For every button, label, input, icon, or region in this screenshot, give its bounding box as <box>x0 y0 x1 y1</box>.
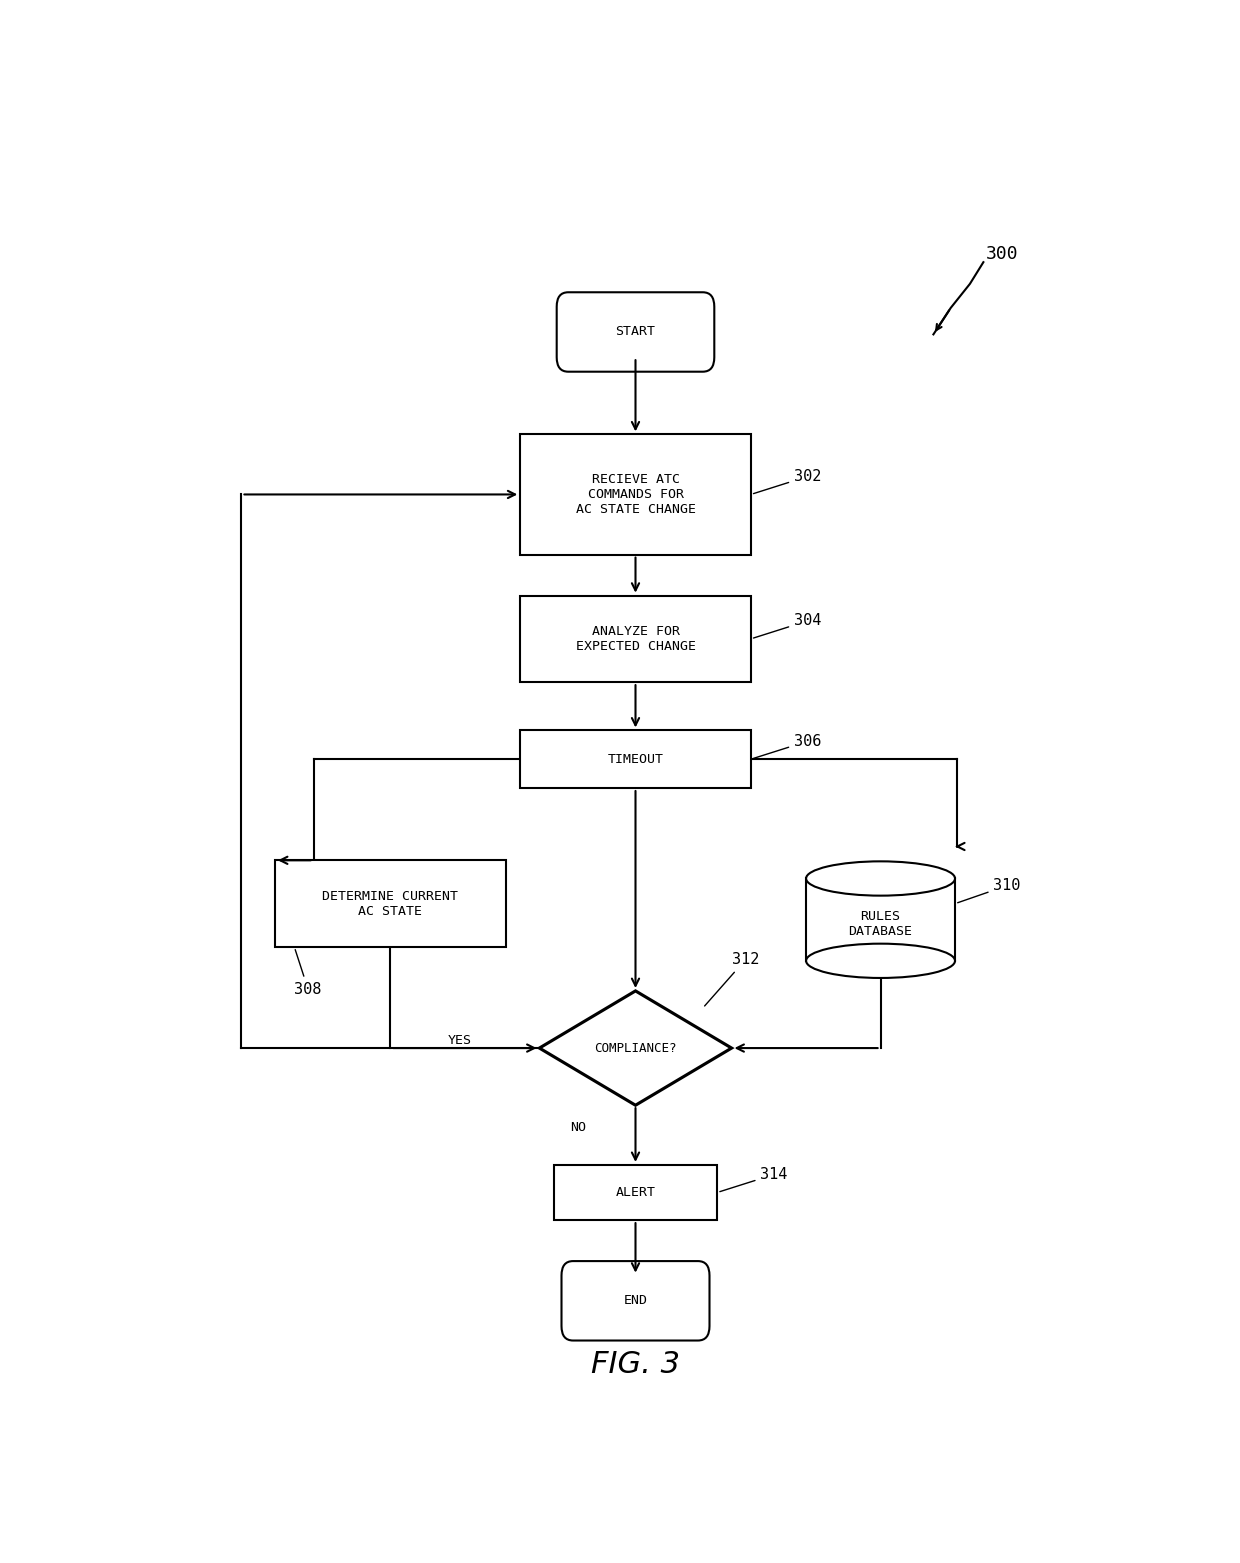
Text: 314: 314 <box>720 1168 787 1191</box>
Text: ANALYZE FOR
EXPECTED CHANGE: ANALYZE FOR EXPECTED CHANGE <box>575 625 696 653</box>
Text: 304: 304 <box>754 613 821 638</box>
FancyBboxPatch shape <box>557 292 714 372</box>
Bar <box>275 860 506 947</box>
Text: DETERMINE CURRENT
AC STATE: DETERMINE CURRENT AC STATE <box>322 889 459 917</box>
Text: 310: 310 <box>957 878 1021 903</box>
Bar <box>521 435 751 555</box>
Text: NO: NO <box>570 1121 585 1135</box>
Polygon shape <box>539 991 732 1105</box>
Text: TIMEOUT: TIMEOUT <box>608 753 663 766</box>
Bar <box>807 878 954 961</box>
Text: ALERT: ALERT <box>615 1186 656 1199</box>
Text: FIG. 3: FIG. 3 <box>591 1350 680 1379</box>
Text: RECIEVE ATC
COMMANDS FOR
AC STATE CHANGE: RECIEVE ATC COMMANDS FOR AC STATE CHANGE <box>575 474 696 516</box>
Text: RULES
DATABASE: RULES DATABASE <box>848 910 913 938</box>
Bar <box>554 1164 717 1221</box>
Bar <box>521 596 751 681</box>
FancyBboxPatch shape <box>562 1261 709 1341</box>
Bar <box>806 878 955 961</box>
Text: 308: 308 <box>294 950 321 997</box>
Text: 312: 312 <box>704 952 759 1007</box>
Text: 302: 302 <box>754 469 821 494</box>
Text: 300: 300 <box>986 245 1019 263</box>
Text: END: END <box>624 1294 647 1307</box>
Ellipse shape <box>806 861 955 896</box>
Text: YES: YES <box>448 1035 472 1047</box>
Text: 306: 306 <box>754 733 821 758</box>
Ellipse shape <box>806 944 955 978</box>
Bar <box>521 730 751 788</box>
Text: COMPLIANCE?: COMPLIANCE? <box>594 1041 677 1055</box>
Text: START: START <box>615 325 656 339</box>
